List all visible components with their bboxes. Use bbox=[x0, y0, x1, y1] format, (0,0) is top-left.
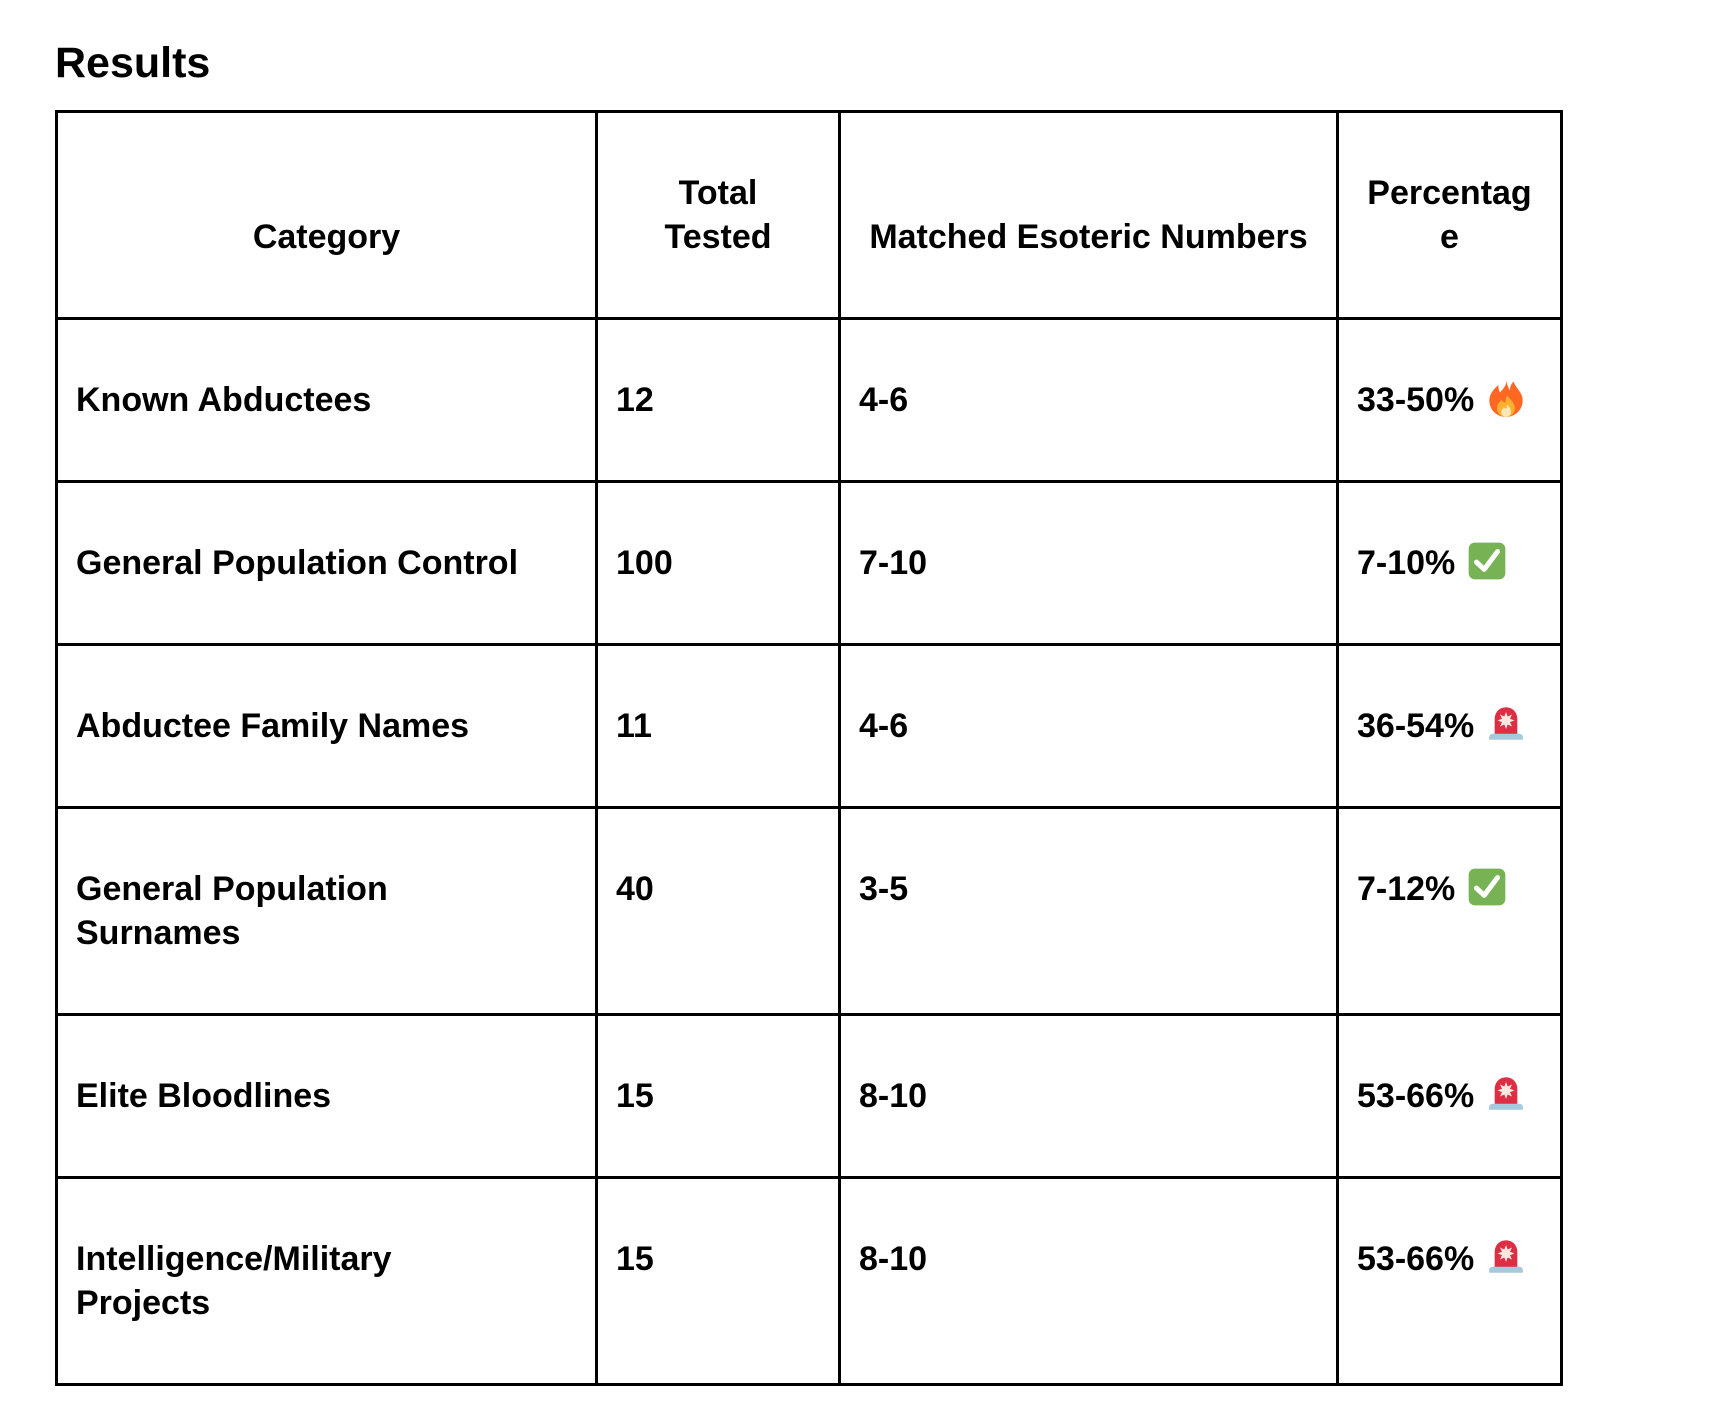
header-matched-esoteric-numbers: Matched Esoteric Numbers bbox=[838, 110, 1339, 320]
total-tested-cell: 40 bbox=[595, 806, 841, 1016]
matched-esoteric-numbers-cell: 4-6 bbox=[838, 643, 1339, 809]
matched-esoteric-numbers-cell: 8-10 bbox=[838, 1176, 1339, 1386]
matched-esoteric-numbers-value: 8-10 bbox=[859, 1240, 928, 1278]
matched-esoteric-numbers-cell: 7-10 bbox=[838, 480, 1339, 646]
total-tested-value: 15 bbox=[616, 1077, 654, 1115]
percentage-cell: 7-12% bbox=[1336, 806, 1563, 1016]
siren-icon bbox=[1486, 1237, 1526, 1277]
percentage-cell: 33-50% bbox=[1336, 317, 1563, 483]
percentage-value: 7-10% bbox=[1357, 544, 1456, 582]
category-cell: General Population Control bbox=[55, 480, 598, 646]
table-row: Intelligence/Military Projects 15 8-10 5… bbox=[55, 1176, 1563, 1386]
header-matched-esoteric-numbers-label: Matched Esoteric Numbers bbox=[869, 218, 1308, 256]
table-row: Elite Bloodlines 15 8-10 53-66% bbox=[55, 1013, 1563, 1179]
category-value: General Population Surnames bbox=[76, 870, 388, 952]
category-cell: Elite Bloodlines bbox=[55, 1013, 598, 1179]
total-tested-cell: 11 bbox=[595, 643, 841, 809]
percentage-cell: 53-66% bbox=[1336, 1013, 1563, 1179]
check-mark-icon bbox=[1467, 867, 1507, 907]
percentage-cell: 53-66% bbox=[1336, 1176, 1563, 1386]
total-tested-value: 11 bbox=[616, 707, 652, 745]
matched-esoteric-numbers-value: 4-6 bbox=[859, 707, 909, 745]
category-cell: Intelligence/Military Projects bbox=[55, 1176, 598, 1386]
category-value: Intelligence/Military Projects bbox=[76, 1240, 392, 1322]
check-mark-icon bbox=[1467, 541, 1507, 581]
matched-esoteric-numbers-cell: 8-10 bbox=[838, 1013, 1339, 1179]
category-value: Elite Bloodlines bbox=[76, 1077, 332, 1115]
matched-esoteric-numbers-cell: 3-5 bbox=[838, 806, 1339, 1016]
percentage-value: 33-50% bbox=[1357, 381, 1475, 419]
total-tested-cell: 15 bbox=[595, 1013, 841, 1179]
percentage-value: 53-66% bbox=[1357, 1077, 1475, 1115]
header-percentage-label: Percentage bbox=[1367, 174, 1532, 256]
header-percentage: Percentage bbox=[1336, 110, 1563, 320]
category-cell: General Population Surnames bbox=[55, 806, 598, 1016]
siren-icon bbox=[1486, 1074, 1526, 1114]
percentage-value: 7-12% bbox=[1357, 870, 1456, 908]
page-title: Results bbox=[55, 39, 211, 87]
total-tested-cell: 12 bbox=[595, 317, 841, 483]
table-row: Known Abductees 12 4-6 33-50% bbox=[55, 317, 1563, 483]
total-tested-cell: 15 bbox=[595, 1176, 841, 1386]
header-total-tested: Total Tested bbox=[595, 110, 841, 320]
siren-icon bbox=[1486, 704, 1526, 744]
table-header-row: Category Total Tested Matched Esoteric N… bbox=[55, 110, 1563, 320]
total-tested-value: 15 bbox=[616, 1240, 654, 1278]
category-value: Known Abductees bbox=[76, 381, 372, 419]
matched-esoteric-numbers-value: 8-10 bbox=[859, 1077, 928, 1115]
table-row: General Population Surnames 40 3-5 7-12% bbox=[55, 806, 1563, 1016]
fire-icon bbox=[1486, 378, 1526, 418]
header-category-label: Category bbox=[252, 218, 401, 256]
total-tested-cell: 100 bbox=[595, 480, 841, 646]
header-total-tested-label: Total Tested bbox=[664, 174, 772, 256]
category-value: Abductee Family Names bbox=[76, 707, 470, 745]
total-tested-value: 12 bbox=[616, 381, 654, 419]
category-cell: Abductee Family Names bbox=[55, 643, 598, 809]
table-row: General Population Control 100 7-10 7-10… bbox=[55, 480, 1563, 646]
results-table-body: Known Abductees 12 4-6 33-50% General Po… bbox=[55, 317, 1563, 1386]
percentage-cell: 7-10% bbox=[1336, 480, 1563, 646]
matched-esoteric-numbers-value: 4-6 bbox=[859, 381, 909, 419]
percentage-value: 36-54% bbox=[1357, 707, 1475, 745]
total-tested-value: 40 bbox=[616, 870, 654, 908]
results-table: Category Total Tested Matched Esoteric N… bbox=[55, 110, 1563, 1386]
matched-esoteric-numbers-value: 7-10 bbox=[859, 544, 928, 582]
table-row: Abductee Family Names 11 4-6 36-54% bbox=[55, 643, 1563, 809]
percentage-value: 53-66% bbox=[1357, 1240, 1475, 1278]
header-category: Category bbox=[55, 110, 598, 320]
total-tested-value: 100 bbox=[616, 544, 673, 582]
percentage-cell: 36-54% bbox=[1336, 643, 1563, 809]
document-page: Results Category Total Tested Matched Es… bbox=[0, 38, 1728, 1410]
matched-esoteric-numbers-value: 3-5 bbox=[859, 870, 909, 908]
category-value: General Population Control bbox=[76, 544, 519, 582]
category-cell: Known Abductees bbox=[55, 317, 598, 483]
matched-esoteric-numbers-cell: 4-6 bbox=[838, 317, 1339, 483]
